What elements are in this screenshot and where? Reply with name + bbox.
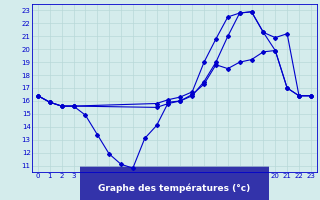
X-axis label: Graphe des températures (°c): Graphe des températures (°c)	[98, 184, 251, 193]
